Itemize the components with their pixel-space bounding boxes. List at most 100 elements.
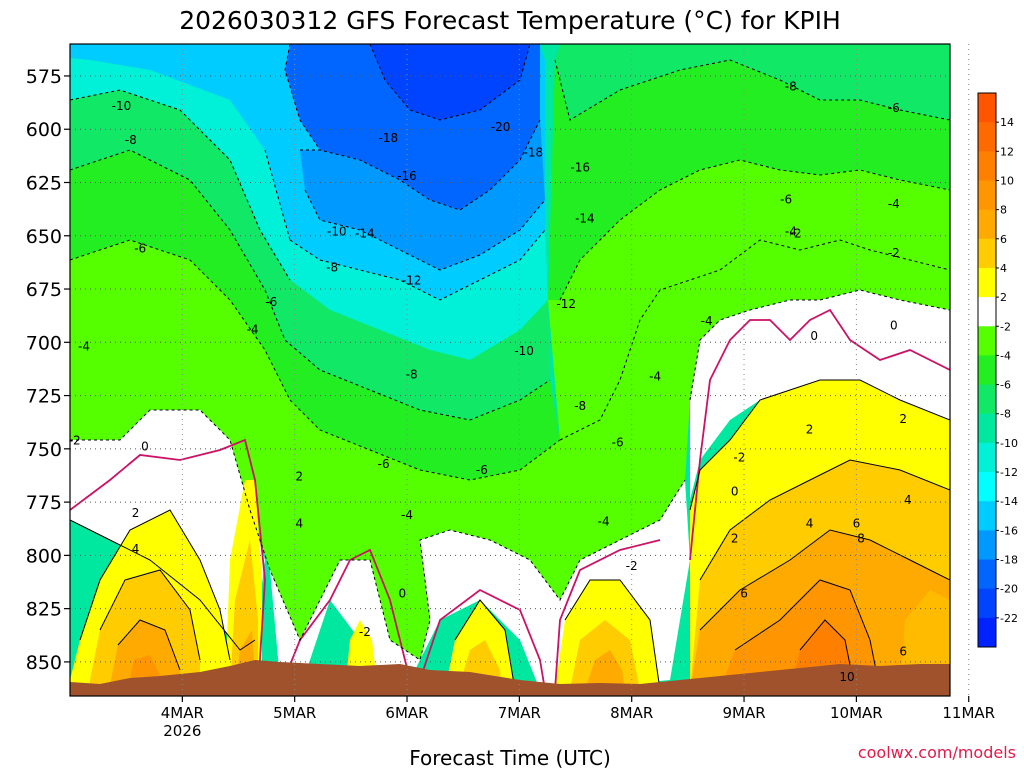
contour-label: -20 <box>491 120 511 134</box>
band-upper-right-minus6 <box>548 60 950 300</box>
contour-label: -6 <box>476 463 488 477</box>
contour-label: -6 <box>265 295 277 309</box>
colorbar-band <box>978 501 996 531</box>
y-tick-label: 825 <box>26 599 62 621</box>
contour-upper-right-minus4 <box>559 239 950 441</box>
colorbar-band <box>978 617 996 648</box>
contour-label: 0 <box>731 484 739 498</box>
y-tick-label: 725 <box>26 386 62 408</box>
contour-label: 8 <box>857 531 865 545</box>
contour-label: -4 <box>78 340 90 354</box>
y-tick-label: 575 <box>26 66 62 88</box>
contour-upper-right-minus8 <box>554 59 950 121</box>
contour-label: 4 <box>296 516 304 530</box>
colorbar-tick-label: 4 <box>1000 262 1007 275</box>
contour-label: 2 <box>731 531 739 545</box>
grid-lines <box>70 44 970 696</box>
colorbar-tick-label: -12 <box>1000 466 1018 479</box>
contour-label: 0 <box>141 440 149 454</box>
contour-label: -4 <box>649 369 661 383</box>
contour-8mar <box>564 579 661 691</box>
contour-label: 2 <box>806 423 814 437</box>
contour-label: -6 <box>378 457 390 471</box>
contour-label: -16 <box>570 161 590 175</box>
contour-label: -4 <box>888 197 900 211</box>
contour-label: -12 <box>402 274 422 288</box>
contour-8-right <box>734 579 881 691</box>
contour-label: -4 <box>401 508 413 522</box>
colorbar-tick-label: -8 <box>1000 408 1011 421</box>
credit-link[interactable]: coolwx.com/models <box>858 743 1016 762</box>
freezing-line-left <box>70 438 266 691</box>
colorbar-band <box>978 267 996 298</box>
contour-label: -2 <box>888 246 900 260</box>
y-tick-label: 750 <box>26 439 62 461</box>
contour-label: -2 <box>359 625 371 639</box>
colorbar-band <box>978 384 996 415</box>
colorbar-band <box>978 238 996 269</box>
colorbar-band <box>978 472 996 502</box>
band-minus20 <box>370 44 530 120</box>
x-tick-label: 4MAR <box>161 704 204 722</box>
band-warm-left-6 <box>110 620 180 690</box>
contour-label: 2 <box>132 506 140 520</box>
contour-minus20 <box>369 44 531 121</box>
contour-label: 2 <box>296 470 304 484</box>
contour-label: -16 <box>397 169 417 183</box>
contour-minus6 <box>70 239 561 481</box>
contour-label: -6 <box>612 435 624 449</box>
band-upper-right-minus4 <box>548 160 950 440</box>
negative-contours <box>70 44 950 661</box>
contour-6-right <box>699 529 950 631</box>
colorbar-band <box>978 151 996 181</box>
contour-6-left <box>99 569 201 661</box>
plot-frame <box>69 43 951 697</box>
y-axis: 575 600 625 650 675 700 725 750 775 800 825 850 <box>26 66 70 674</box>
colorbar-band <box>978 355 996 386</box>
x-tick-sublabel: 2026 <box>163 722 201 740</box>
colorbar-tick-label: -16 <box>1000 524 1018 537</box>
band-minus6 <box>70 150 560 480</box>
freezing-line-right <box>689 308 950 561</box>
y-tick-label: 700 <box>26 332 62 354</box>
contour-upper-right-minus2 <box>689 289 950 401</box>
x-tick-label: 6MAR <box>385 704 428 722</box>
chart-title: 2026030312 GFS Forecast Temperature (°C)… <box>179 6 841 35</box>
y-tick-label: 800 <box>26 545 62 567</box>
terrain <box>70 660 950 696</box>
contour-label: 0 <box>810 329 818 343</box>
contour-label: 0 <box>890 318 898 332</box>
contour-label: -18 <box>524 146 544 160</box>
y-tick-label: 650 <box>26 226 62 248</box>
colorbar-band <box>978 209 996 240</box>
contour-label: -4 <box>598 514 610 528</box>
colorbar-band <box>978 442 996 473</box>
colorbar-tick-label: -22 <box>1000 612 1018 625</box>
colorbar-tick-label: -6 <box>1000 379 1011 392</box>
contour-labels: -10-8-6-4-2 024-18-20-18-16-16-14-14-10-8… <box>69 80 912 684</box>
contour-label: -4 <box>701 314 713 328</box>
colorbar-tick-label: 12 <box>1000 145 1014 158</box>
contour-label: 2 <box>899 412 907 426</box>
contour-upper-right-minus6 <box>559 159 950 301</box>
colorbar-tick-label: -18 <box>1000 554 1018 567</box>
colorbar-tick-label: -20 <box>1000 583 1018 596</box>
x-tick-label: 7MAR <box>498 704 541 722</box>
x-tick-label: 8MAR <box>610 704 653 722</box>
y-tick-label: 675 <box>26 279 62 301</box>
contour-label: -6 <box>780 193 792 207</box>
contour-label: -2 <box>790 227 802 241</box>
contour-label: -10 <box>327 225 347 239</box>
contour-label: -4 <box>247 323 259 337</box>
contour-7mar <box>454 599 516 691</box>
contour-label: -12 <box>556 297 576 311</box>
contour-label: 6 <box>740 587 748 601</box>
x-tick-label: 11MAR <box>942 704 995 722</box>
contour-label: -8 <box>574 399 586 413</box>
band-warm-8mar-6 <box>585 650 625 690</box>
colorbar-tick-label: 6 <box>1000 233 1007 246</box>
contour-8-left <box>117 619 181 671</box>
contour-label: -2 <box>69 433 81 447</box>
colorbar-band <box>978 559 996 590</box>
